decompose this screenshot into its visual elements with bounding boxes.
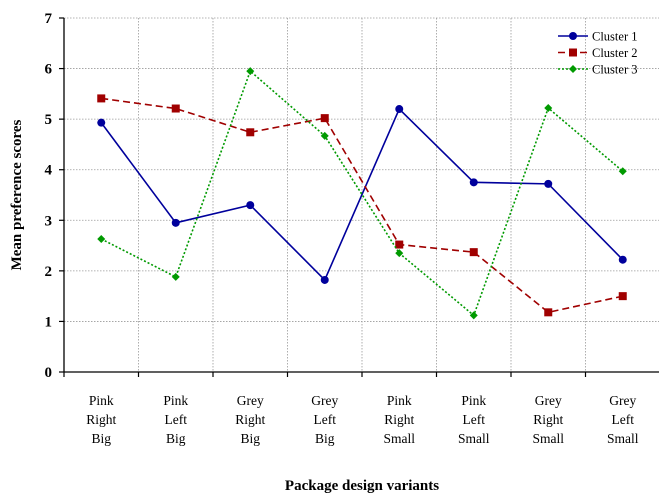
legend-item: Cluster 2 [558,46,637,60]
y-tick-label: 7 [45,11,53,27]
x-tick-label-line: Pink [461,393,486,408]
data-point-circle [569,32,577,40]
data-point-square [470,248,478,256]
x-tick-label: Pink Left Small [458,393,490,446]
data-point-circle [619,256,627,264]
y-tick-label: 3 [45,213,53,229]
x-tick-label: Pink Left Big [163,393,188,446]
data-point-square [172,105,180,113]
x-tick-label-line: Pink [163,393,188,408]
legend-label: Cluster 1 [592,30,637,44]
x-tick-label-line: Small [607,431,639,446]
y-tick-label: 4 [45,163,53,179]
x-tick-labels: Pink Right Big Pink Left Big Grey Right Big Grey L… [86,393,639,446]
x-tick-label-line: Grey [535,393,562,408]
legend-label: Cluster 2 [592,46,637,60]
data-point-circle [246,201,254,209]
x-tick-label-line: Small [532,431,564,446]
legend: Cluster 1 Cluster 2 Cluster 3 [558,30,637,77]
x-axis-title: Package design variants [285,478,439,494]
y-tick-label: 0 [45,365,53,381]
legend-item: Cluster 1 [558,30,637,44]
legend-item: Cluster 3 [558,63,637,77]
x-tick-label-line: Big [315,431,335,446]
data-point-circle [172,219,180,227]
data-point-square [246,128,254,136]
series-line [101,109,623,280]
y-tick-labels: 0 1 2 3 4 5 6 7 [45,11,53,381]
x-tick-label-line: Right [533,412,563,427]
x-tick-label-line: Small [383,431,415,446]
legend-label: Cluster 3 [592,63,637,77]
x-tick-label: Grey Right Small [532,393,564,446]
x-tick-label-line: Big [240,431,260,446]
x-tick-label-line: Right [235,412,265,427]
data-point-square [321,114,329,122]
y-tick-label: 6 [45,62,53,78]
series-1 [97,105,627,284]
x-tick-label: Pink Right Small [383,393,415,446]
x-tick-label: Grey Left Big [311,393,338,446]
x-tick-label-line: Big [91,431,111,446]
y-tick-label: 1 [45,314,53,330]
x-tick-label: Pink Right Big [86,393,116,446]
x-tick-label: Grey Right Big [235,393,265,446]
data-point-circle [470,178,478,186]
data-point-circle [321,276,329,284]
x-tick-label-line: Left [463,412,486,427]
data-point-circle [97,119,105,127]
data-point-circle [544,180,552,188]
data-point-diamond [619,167,627,175]
data-point-diamond [569,65,577,73]
data-point-square [619,292,627,300]
x-tick-label-line: Big [166,431,186,446]
x-tick-label-line: Grey [311,393,338,408]
x-tick-label-line: Left [165,412,188,427]
x-tick-label-line: Right [384,412,414,427]
x-tick-label: Grey Left Small [607,393,639,446]
data-point-square [544,308,552,316]
x-tick-label-line: Pink [387,393,412,408]
x-tick-label-line: Left [314,412,337,427]
series-lines [97,67,627,319]
data-point-square [569,49,577,57]
data-point-diamond [97,235,105,243]
y-tick-label: 2 [45,264,53,280]
axes [59,18,659,377]
x-tick-label-line: Grey [237,393,264,408]
y-axis-title: Mean preference scores [9,119,25,270]
y-tick-label: 5 [45,112,53,128]
x-tick-label-line: Right [86,412,116,427]
x-tick-label-line: Small [458,431,490,446]
x-tick-label-line: Left [612,412,635,427]
data-point-diamond [172,273,180,281]
data-point-square [97,94,105,102]
x-tick-label-line: Pink [89,393,114,408]
data-point-circle [395,105,403,113]
x-tick-label-line: Grey [609,393,636,408]
